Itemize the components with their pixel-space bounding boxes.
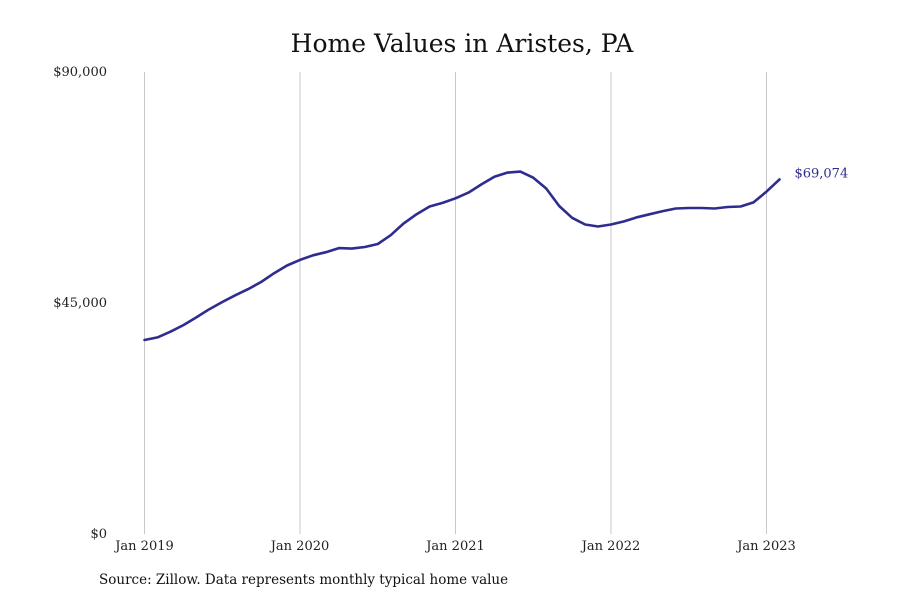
source-note: Source: Zillow. Data represents monthly …: [99, 572, 509, 588]
x-tick-label-2: Jan 2021: [424, 539, 485, 554]
x-tick-label-1: Jan 2020: [269, 539, 330, 554]
x-axis-tick-labels: Jan 2019 Jan 2020 Jan 2021 Jan 2022 Jan 2023: [113, 539, 796, 554]
series-line-0: [143, 170, 781, 342]
y-tick-label-1: $45,000: [53, 296, 107, 311]
end-value-label: $69,074: [794, 166, 848, 181]
y-axis-tick-labels: $0 $45,000 $90,000: [53, 65, 107, 542]
x-tick-label-4: Jan 2023: [735, 539, 796, 554]
series-layer: [143, 170, 781, 342]
x-tick-label-0: Jan 2019: [113, 539, 174, 554]
x-tick-label-3: Jan 2022: [580, 539, 641, 554]
y-tick-label-2: $90,000: [53, 65, 107, 80]
vertical-gridlines: [144, 72, 767, 534]
y-tick-label-0: $0: [90, 527, 107, 542]
chart-title: Home Values in Aristes, PA: [291, 29, 635, 58]
